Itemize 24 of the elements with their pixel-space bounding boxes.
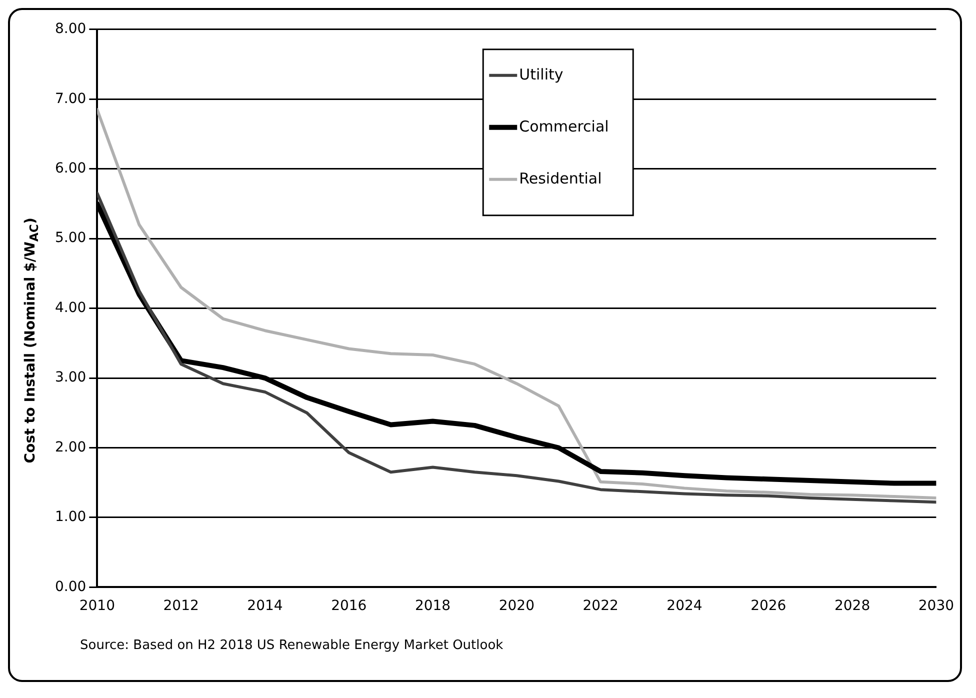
- x-tick-label: 2022: [582, 598, 618, 614]
- y-tick-label: 3.00: [55, 370, 86, 386]
- x-tick-label: 2010: [79, 598, 115, 614]
- x-tick-label: 2016: [331, 598, 367, 614]
- y-tick-label: 4.00: [55, 300, 86, 316]
- x-tick-label: 2020: [498, 598, 534, 614]
- y-tick-label: 7.00: [55, 90, 86, 107]
- y-tick-label: 1.00: [55, 509, 86, 526]
- y-tick-label: 8.00: [55, 21, 86, 38]
- x-tick-label: 2030: [918, 598, 954, 614]
- y-tick-label: 0.00: [55, 578, 86, 595]
- y-tick-label: 6.00: [55, 160, 86, 176]
- x-tick-label: 2024: [666, 598, 702, 614]
- y-tick-label: 2.00: [55, 439, 86, 456]
- x-tick-label: 2014: [247, 598, 283, 614]
- legend-label: Residential: [519, 169, 602, 188]
- legend-label: Commercial: [519, 117, 609, 136]
- x-tick-label: 2012: [163, 598, 199, 614]
- legend-label: Utility: [519, 65, 564, 84]
- y-tick-label: 5.00: [55, 230, 86, 246]
- x-tick-label: 2028: [834, 598, 870, 614]
- x-tick-label: 2026: [750, 598, 786, 614]
- source-note: Source: Based on H2 2018 US Renewable Energy Market Outlook: [80, 638, 504, 653]
- x-tick-label: 2018: [414, 598, 451, 614]
